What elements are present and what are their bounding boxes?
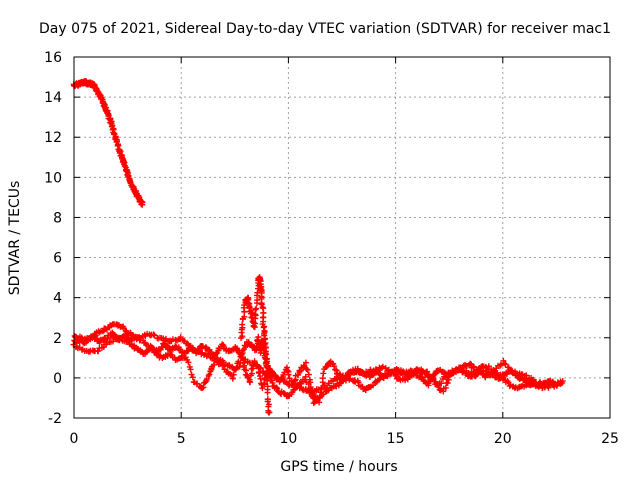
y-tick-label: 2 — [53, 331, 62, 347]
data-point — [256, 370, 263, 377]
y-tick-label: 16 — [44, 50, 62, 66]
data-point — [250, 361, 257, 368]
data-point — [239, 333, 246, 340]
data-point — [252, 306, 259, 313]
data-point — [150, 331, 157, 338]
data-point — [281, 369, 288, 376]
y-axis-label: SDTVAR / TECUs — [7, 181, 23, 296]
data-point — [431, 371, 438, 378]
data-point — [305, 371, 312, 378]
data-point — [444, 380, 451, 387]
data-point — [191, 347, 198, 354]
y-tick-label: 6 — [53, 251, 62, 267]
data-point — [253, 305, 260, 312]
y-tick-label: 10 — [44, 170, 62, 186]
data-point — [251, 320, 258, 327]
data-point — [559, 378, 566, 385]
data-point — [532, 379, 539, 386]
data-point — [139, 201, 146, 208]
x-tick-label: 10 — [279, 431, 297, 447]
data-point — [189, 374, 196, 381]
y-tick-label: 0 — [53, 371, 62, 387]
y-tick-label: 14 — [44, 90, 62, 106]
data-point — [467, 360, 474, 367]
data-point — [438, 380, 445, 387]
data-point — [92, 332, 99, 339]
data-point — [553, 382, 560, 389]
data-point — [423, 370, 430, 377]
data-point — [206, 371, 213, 378]
y-tick-label: -2 — [48, 411, 62, 427]
data-point — [280, 389, 287, 396]
data-point — [285, 371, 292, 378]
data-point — [229, 375, 236, 382]
data-point — [264, 398, 271, 405]
x-tick-label: 20 — [494, 431, 512, 447]
data-point — [114, 142, 121, 149]
data-point — [303, 365, 310, 372]
data-point — [320, 370, 327, 377]
series-lower-trace — [70, 330, 560, 396]
x-tick-label: 15 — [387, 431, 405, 447]
data-points — [70, 77, 566, 416]
data-point — [153, 350, 160, 357]
data-point — [284, 367, 291, 374]
data-point — [246, 376, 253, 383]
data-point — [502, 361, 509, 368]
y-tick-labels: -2 0 2 4 6 8 10 12 14 16 — [44, 50, 62, 427]
data-point — [497, 362, 504, 369]
data-point — [187, 366, 194, 373]
chart-title: Day 075 of 2021, Sidereal Day-to-day VTE… — [39, 21, 611, 37]
data-point — [266, 409, 273, 416]
data-point — [239, 321, 246, 328]
data-point — [199, 385, 206, 392]
data-point — [159, 355, 166, 362]
data-point — [240, 346, 247, 353]
data-point — [269, 372, 276, 379]
data-point — [382, 364, 389, 371]
axis-ticks — [73, 56, 611, 419]
data-point — [331, 363, 338, 370]
data-point — [264, 389, 271, 396]
grid — [74, 57, 610, 418]
data-point — [263, 368, 270, 375]
data-point — [302, 373, 309, 380]
x-tick-label: 25 — [601, 431, 619, 447]
data-point — [121, 162, 128, 169]
data-point — [260, 324, 267, 331]
data-point — [184, 340, 191, 347]
data-point — [264, 363, 271, 370]
x-axis-label: GPS time / hours — [280, 459, 397, 475]
plot-frame — [73, 56, 611, 419]
series-spike-trace — [238, 274, 273, 416]
data-point — [264, 377, 271, 384]
data-point — [310, 400, 317, 407]
data-point — [346, 376, 353, 383]
data-point — [302, 359, 309, 366]
data-point — [203, 376, 210, 383]
data-point — [259, 385, 266, 392]
data-point — [236, 363, 243, 370]
data-point — [150, 346, 157, 353]
series-upper-arc — [70, 77, 146, 208]
data-point — [294, 372, 301, 379]
data-point — [443, 374, 450, 381]
data-point — [185, 359, 192, 366]
data-point — [323, 363, 330, 370]
data-point — [269, 379, 276, 386]
data-point — [230, 371, 237, 378]
x-tick-label: 5 — [177, 431, 186, 447]
data-point — [258, 301, 265, 308]
x-tick-labels: 0 5 10 15 20 25 — [70, 431, 619, 447]
y-tick-label: 4 — [53, 291, 62, 307]
y-tick-label: 8 — [53, 210, 62, 226]
x-tick-label: 0 — [70, 431, 79, 447]
data-point — [257, 365, 264, 372]
data-point — [467, 371, 474, 378]
data-point — [304, 366, 311, 373]
y-tick-label: 12 — [44, 130, 62, 146]
